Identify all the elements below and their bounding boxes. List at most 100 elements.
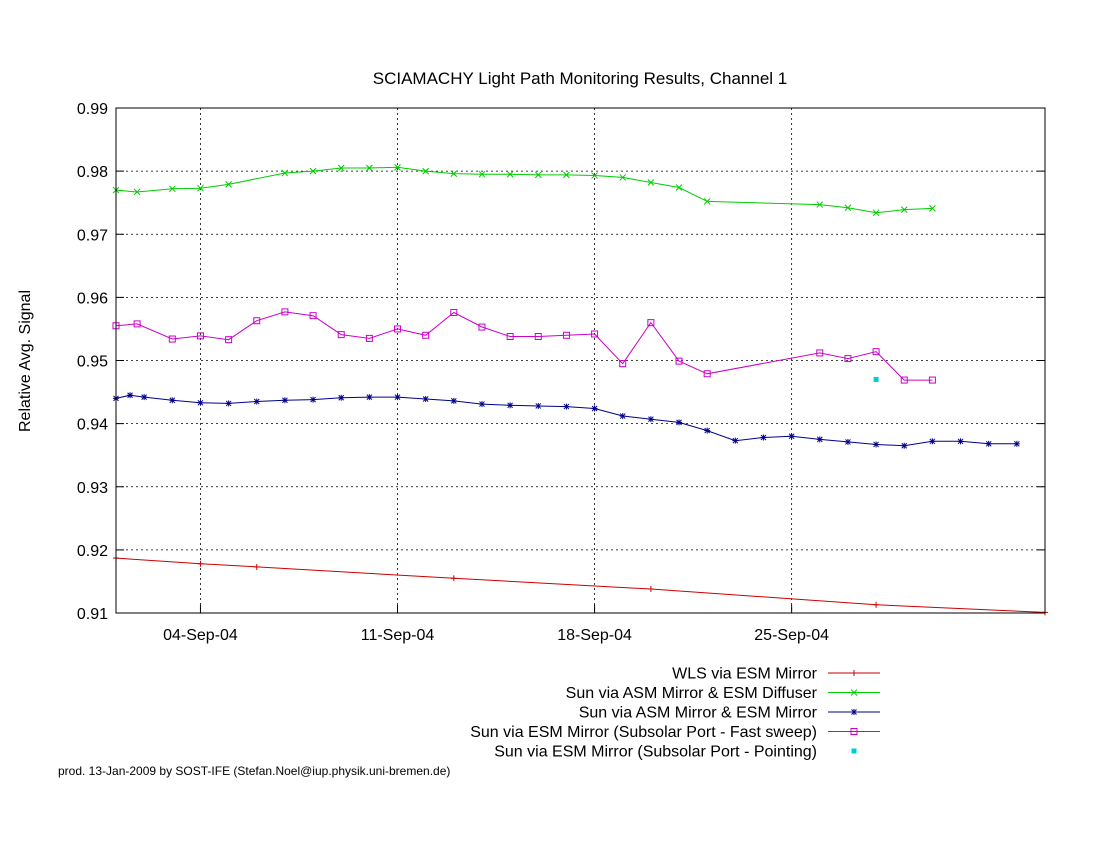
data-point bbox=[591, 405, 598, 412]
data-point bbox=[197, 560, 204, 567]
data-point bbox=[647, 586, 654, 593]
data-point bbox=[647, 179, 655, 186]
legend-marker bbox=[850, 728, 858, 735]
data-point bbox=[478, 401, 485, 408]
data-point bbox=[619, 174, 627, 181]
data-point bbox=[562, 331, 570, 339]
data-point bbox=[197, 184, 204, 192]
data-point bbox=[253, 317, 261, 325]
x-tick-label: 04-Sep-04 bbox=[163, 627, 238, 644]
series-4 bbox=[112, 308, 936, 384]
data-point bbox=[507, 402, 514, 409]
data-point bbox=[873, 441, 880, 448]
y-tick-label: 0.93 bbox=[77, 480, 108, 497]
data-point bbox=[900, 376, 908, 384]
data-point bbox=[366, 394, 373, 401]
data-point bbox=[253, 563, 260, 570]
data-point bbox=[450, 170, 458, 178]
data-point bbox=[873, 601, 880, 608]
plot-series bbox=[112, 163, 1048, 616]
data-point bbox=[281, 169, 289, 177]
data-point bbox=[760, 434, 767, 441]
legend-label: Sun via ESM Mirror (Subsolar Port - Fast… bbox=[470, 724, 817, 741]
data-point bbox=[535, 402, 542, 409]
y-axis-ticks: 0.91 0.92 0.93 0.94 0.95 0.96 0.97 0.98 0.99 bbox=[77, 101, 1045, 623]
y-tick-label: 0.95 bbox=[77, 354, 108, 371]
data-point bbox=[929, 438, 936, 445]
data-point bbox=[253, 398, 260, 405]
data-point bbox=[394, 325, 402, 333]
data-point bbox=[225, 181, 232, 188]
legend-label: Sun via ESM Mirror (Subsolar Port - Poin… bbox=[494, 744, 817, 761]
legend-label: WLS via ESM Mirror bbox=[672, 666, 818, 683]
y-tick-label: 0.94 bbox=[77, 417, 108, 434]
data-point bbox=[703, 198, 711, 205]
y-tick-label: 0.92 bbox=[77, 543, 108, 560]
data-point bbox=[844, 355, 852, 363]
legend-marker bbox=[850, 689, 858, 696]
data-point bbox=[366, 164, 373, 172]
data-point bbox=[133, 320, 141, 328]
legend-label: Sun via ASM Mirror & ESM Mirror bbox=[579, 705, 818, 722]
data-point bbox=[141, 394, 148, 401]
data-point bbox=[816, 436, 823, 443]
data-point bbox=[450, 397, 457, 404]
data-point bbox=[676, 419, 683, 426]
data-point bbox=[478, 170, 486, 178]
data-point bbox=[675, 357, 683, 365]
data-point bbox=[337, 164, 345, 172]
data-point bbox=[647, 416, 654, 423]
y-tick-label: 0.99 bbox=[77, 101, 108, 118]
data-point bbox=[563, 171, 570, 179]
data-point bbox=[337, 331, 345, 339]
data-point bbox=[534, 171, 542, 179]
data-point bbox=[309, 167, 317, 175]
data-point bbox=[309, 312, 317, 320]
data-point bbox=[394, 394, 401, 401]
x-tick-label: 18-Sep-04 bbox=[557, 627, 632, 644]
data-point bbox=[310, 396, 317, 403]
x-tick-label: 11-Sep-04 bbox=[361, 627, 435, 644]
series-2 bbox=[112, 163, 936, 217]
data-point bbox=[732, 437, 739, 444]
data-point bbox=[591, 172, 598, 179]
y-tick-label: 0.97 bbox=[77, 227, 108, 244]
series-line bbox=[115, 311, 933, 381]
data-point bbox=[365, 334, 373, 342]
data-point bbox=[900, 206, 908, 213]
series-line bbox=[115, 166, 933, 214]
grid-lines bbox=[116, 108, 1045, 613]
data-point bbox=[534, 333, 542, 341]
production-footer: prod. 13-Jan-2009 by SOST-IFE (Stefan.No… bbox=[58, 764, 451, 778]
y-tick-label: 0.91 bbox=[77, 606, 108, 623]
data-point bbox=[281, 308, 289, 316]
y-tick-label: 0.98 bbox=[77, 164, 108, 181]
data-point bbox=[816, 349, 824, 357]
plot-frame bbox=[115, 107, 1046, 614]
legend-marker bbox=[851, 670, 857, 676]
data-point bbox=[619, 360, 627, 368]
x-tick-label: 25-Sep-04 bbox=[754, 627, 829, 644]
data-point bbox=[704, 427, 711, 434]
data-point bbox=[168, 185, 176, 193]
data-point bbox=[788, 433, 795, 440]
data-point bbox=[394, 163, 401, 171]
y-axis-label: Relative Avg. Signal bbox=[17, 290, 34, 432]
data-point bbox=[928, 376, 936, 384]
data-point bbox=[901, 442, 908, 449]
series-5 bbox=[873, 376, 879, 382]
y-tick-label: 0.96 bbox=[77, 290, 108, 307]
data-point bbox=[478, 323, 486, 331]
data-point bbox=[816, 201, 824, 208]
data-point bbox=[506, 170, 514, 178]
data-point bbox=[929, 205, 936, 212]
data-point bbox=[450, 575, 457, 582]
data-point bbox=[281, 397, 288, 404]
x-axis-ticks: 04-Sep-04 11-Sep-04 18-Sep-04 25-Sep-04 bbox=[163, 605, 829, 644]
data-point bbox=[844, 438, 851, 445]
data-point bbox=[422, 396, 429, 403]
data-point bbox=[647, 319, 655, 327]
data-point bbox=[225, 400, 232, 407]
series-1 bbox=[113, 555, 1048, 616]
